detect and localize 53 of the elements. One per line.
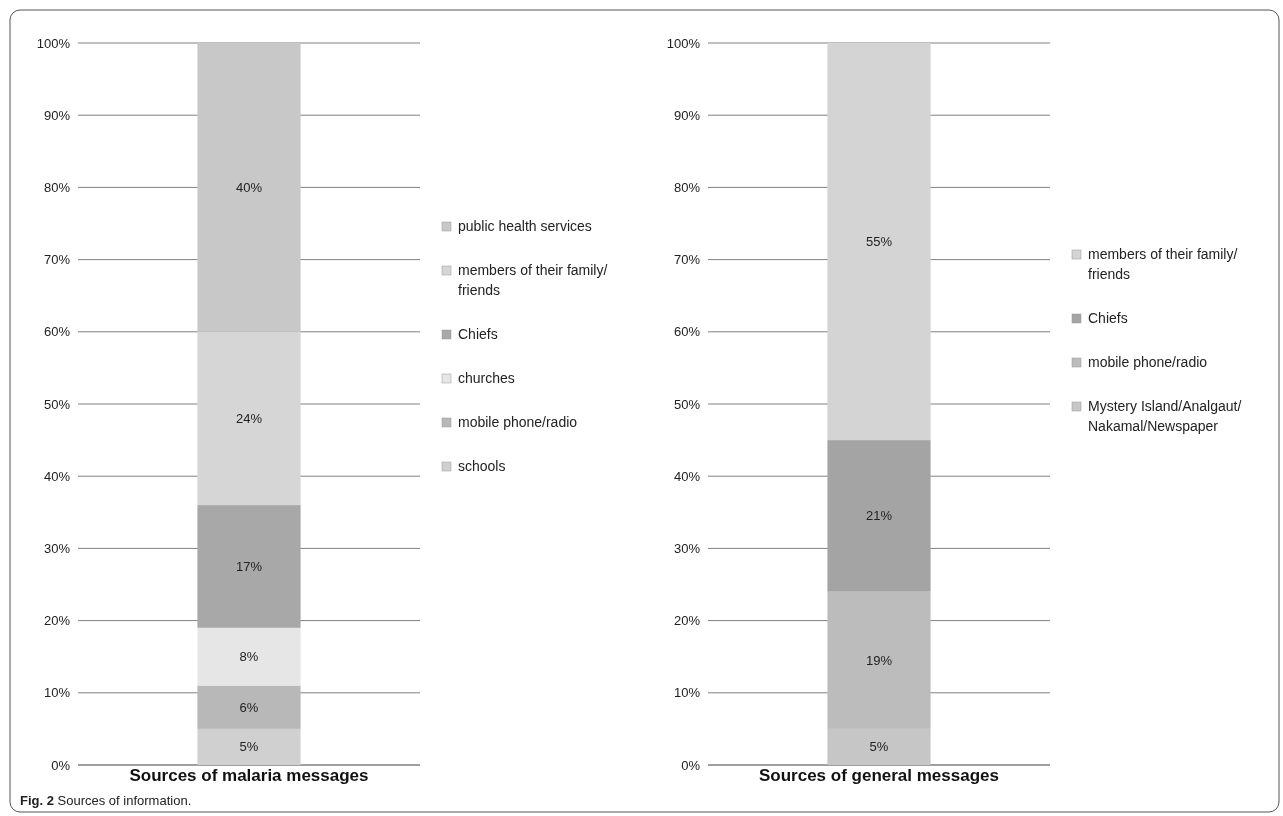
legend-label: Mystery Island/Analgaut/Nakamal/Newspaper: [1088, 398, 1242, 434]
y-tick-label: 40%: [673, 468, 701, 484]
data-label: 6%: [239, 699, 259, 715]
legend-label: schools: [458, 458, 506, 474]
y-tick-label: 50%: [43, 396, 71, 412]
legend-label: mobile phone/radio: [1088, 354, 1208, 370]
y-tick-label: 10%: [673, 685, 701, 701]
legend-label: public health services: [458, 218, 592, 234]
data-label: 19%: [865, 652, 893, 668]
bar: [197, 505, 301, 628]
y-tick-label: 80%: [673, 179, 701, 195]
legend-label: Chiefs: [458, 326, 498, 342]
bar: [197, 728, 301, 765]
y-tick-label: 20%: [43, 613, 71, 629]
y-tick-label: 60%: [43, 324, 71, 340]
y-tick-label: 30%: [673, 540, 701, 556]
y-tick-label: 10%: [43, 685, 71, 701]
legend-label: mobile phone/radio: [458, 414, 578, 430]
y-tick-label: 30%: [43, 540, 71, 556]
legend-label: members of their family/friends: [458, 262, 608, 298]
data-label: 24%: [235, 410, 263, 426]
data-label: 40%: [235, 179, 263, 195]
bar: [827, 440, 931, 592]
data-label: 17%: [235, 558, 263, 574]
data-label: 8%: [239, 649, 259, 665]
y-tick-label: 100%: [36, 35, 71, 51]
data-label: 5%: [239, 739, 259, 755]
legend-label: members of their family/friends: [1088, 246, 1238, 282]
y-tick-label: 80%: [43, 179, 71, 195]
y-tick-label: 90%: [673, 107, 701, 123]
data-label: 21%: [865, 508, 893, 524]
data-label: 55%: [865, 234, 893, 250]
data-label: 5%: [869, 739, 889, 755]
y-tick-label: 60%: [673, 324, 701, 340]
bar: [197, 627, 301, 686]
legend-label: Chiefs: [1088, 310, 1128, 326]
y-tick-label: 40%: [43, 468, 71, 484]
bar: [197, 685, 301, 729]
y-tick-label: 0%: [681, 757, 701, 773]
x-tick-label: Sources of malaria messages: [129, 766, 369, 785]
y-tick-label: 20%: [673, 613, 701, 629]
legend-label: churches: [458, 370, 515, 386]
caption: Fig. 2 Sources of information.: [20, 793, 192, 808]
bar: [197, 331, 301, 506]
y-tick-label: 0%: [51, 757, 71, 773]
bar: [197, 43, 301, 332]
bar: [827, 43, 931, 441]
x-tick-label: Sources of general messages: [758, 766, 1000, 785]
y-tick-label: 70%: [673, 252, 701, 268]
y-tick-label: 50%: [673, 396, 701, 412]
y-tick-label: 90%: [43, 107, 71, 123]
y-tick-label: 100%: [666, 35, 701, 51]
y-tick-label: 70%: [43, 252, 71, 268]
